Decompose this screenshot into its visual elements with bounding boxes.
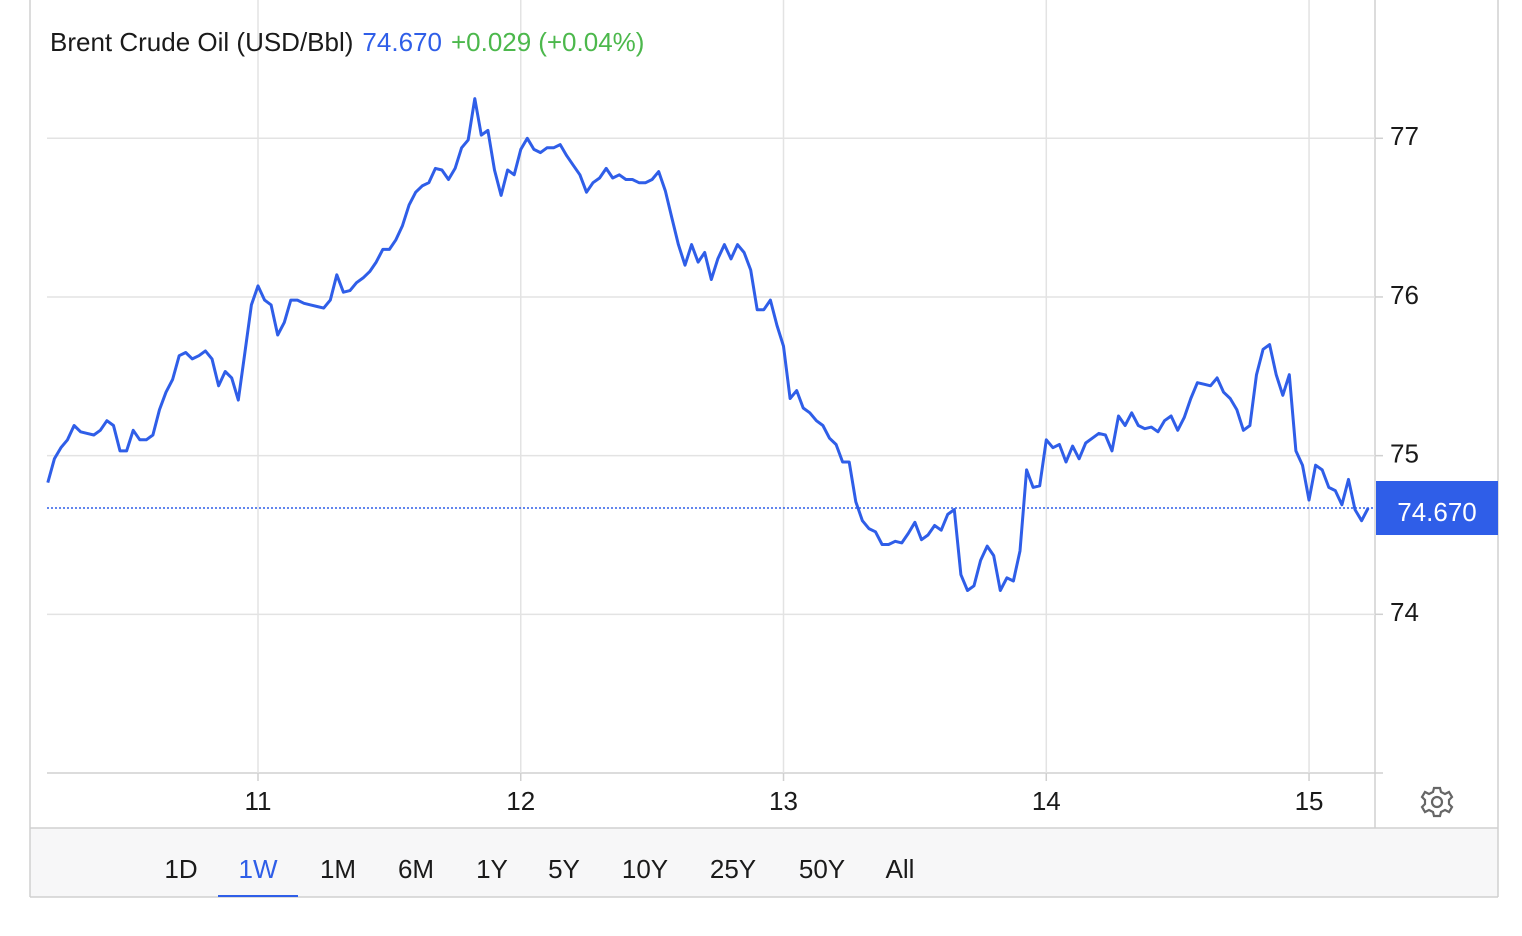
header-change: +0.029 [451,27,531,57]
price-line [46,97,1370,592]
range-bar [30,828,1498,897]
range-button[interactable]: 1D [164,854,197,884]
range-button[interactable]: 6M [398,854,434,884]
range-button[interactable]: 25Y [710,854,756,884]
x-tick-label: 13 [769,786,798,816]
y-tick-label: 77 [1390,121,1419,151]
last-price-label: 74.670 [1397,497,1477,527]
y-tick-label: 74 [1390,597,1419,627]
range-button[interactable]: 1Y [476,854,508,884]
range-button[interactable]: 1W [239,854,278,884]
header-change-percent: (+0.04%) [538,27,644,57]
settings-icon[interactable] [1420,786,1454,818]
range-button[interactable]: All [886,854,915,884]
gear-hole [1430,795,1444,809]
header-price: 74.670 [362,27,442,57]
range-button[interactable]: 10Y [622,854,668,884]
x-tick-label: 11 [244,786,271,816]
chart-title: Brent Crude Oil (USD/Bbl) [50,27,353,57]
range-button[interactable]: 1M [320,854,356,884]
range-button[interactable]: 50Y [799,854,845,884]
gear [1420,786,1454,818]
x-tick-label: 14 [1032,786,1061,816]
x-tick-label: 12 [506,786,535,816]
last-price-box [1376,481,1498,536]
y-tick-label: 75 [1390,439,1419,469]
y-tick-label: 76 [1390,280,1419,310]
x-tick-label: 15 [1295,786,1324,816]
range-button[interactable]: 5Y [548,854,580,884]
